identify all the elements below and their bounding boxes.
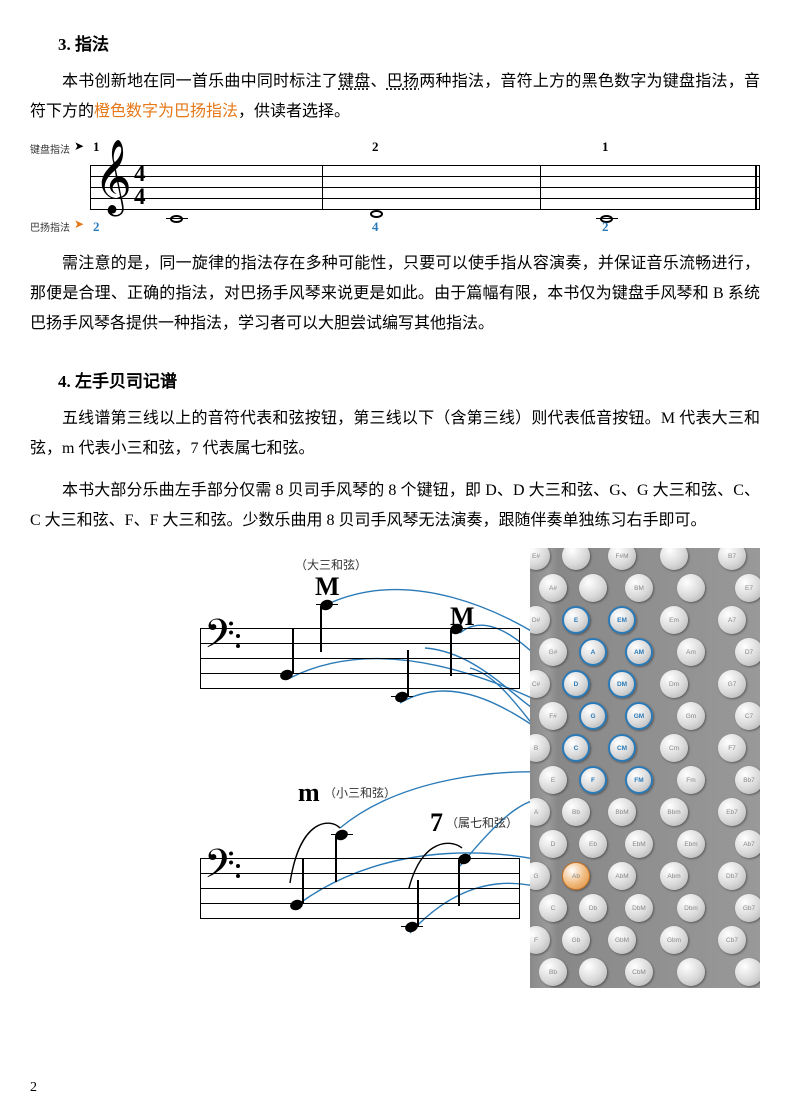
- bass-button: DbM: [625, 894, 653, 922]
- bass-button: Bbm: [660, 798, 688, 826]
- bass-button: D: [539, 830, 567, 858]
- bass-button: Bb7: [735, 766, 760, 794]
- bass-button: Gb: [562, 926, 590, 954]
- keyboard-fingering-number: 1: [93, 139, 100, 155]
- bass-button: C#: [530, 670, 550, 698]
- bass-button: [579, 958, 607, 986]
- keyboard-fingering-number: 1: [602, 139, 609, 155]
- bass-button: Dbm: [677, 894, 705, 922]
- bass-button: E: [562, 606, 590, 634]
- bass-button: B7: [718, 548, 746, 570]
- time-signature: 44: [134, 162, 146, 208]
- bass-button: E7: [735, 574, 760, 602]
- bayang-fingering-number: 2: [602, 219, 609, 235]
- bass-button: A#: [539, 574, 567, 602]
- bass-button: Eb: [579, 830, 607, 858]
- bass-button: A: [530, 798, 550, 826]
- bass-button: D#: [530, 606, 550, 634]
- whole-note: [370, 210, 383, 218]
- bass-button: F#: [539, 702, 567, 730]
- bass-button: A: [579, 638, 607, 666]
- bass-button: GbM: [608, 926, 636, 954]
- bass-button: Ab: [562, 862, 590, 890]
- bass-button: Gbm: [660, 926, 688, 954]
- upper-bass-staff: 𝄢: [200, 628, 520, 688]
- bass-button: Gb7: [735, 894, 760, 922]
- bass-button: Ebm: [677, 830, 705, 858]
- bass-button: Fm: [677, 766, 705, 794]
- bass-button: [579, 574, 607, 602]
- section3-header: 3. 指法: [30, 30, 760, 55]
- bass-button-board: E# F#M B7 A# BM E7 D# E EM Em A7 G# A AM Am D7 C# D DM Dm G7…: [530, 548, 760, 988]
- bass-button: Cb7: [718, 926, 746, 954]
- section3-p2: 需注意的是，同一旋律的指法存在多种可能性，只要可以使手指从容演奏，并保证音乐流畅…: [30, 249, 760, 339]
- bass-button: [677, 958, 705, 986]
- bayang-fingering-number: 2: [93, 219, 100, 235]
- section4-p2: 本书大部分乐曲左手部分仅需 8 贝司手风琴的 8 个键钮，即 D、D 大三和弦、…: [30, 476, 760, 536]
- bass-button: G7: [718, 670, 746, 698]
- bass-button: [677, 574, 705, 602]
- treble-clef-icon: 𝄞: [94, 155, 132, 199]
- bass-button: C: [539, 894, 567, 922]
- bass-button: Db: [579, 894, 607, 922]
- bass-button: AM: [625, 638, 653, 666]
- bass-button: Bb: [562, 798, 590, 826]
- bass-button: Eb7: [718, 798, 746, 826]
- bass-button: FM: [625, 766, 653, 794]
- chord-M-label: M: [315, 572, 340, 602]
- section4-header: 4. 左手贝司记谱: [30, 367, 760, 392]
- bass-button: [562, 548, 590, 570]
- section4-p1: 五线谱第三线以上的音符代表和弦按钮，第三线以下（含第三线）则代表低音按钮。M 代…: [30, 404, 760, 464]
- bass-button: EM: [608, 606, 636, 634]
- bass-button: GM: [625, 702, 653, 730]
- bass-button: Em: [660, 606, 688, 634]
- bayang-fingering-number: 4: [372, 219, 379, 235]
- bass-button: AbM: [608, 862, 636, 890]
- bass-button: Cm: [660, 734, 688, 762]
- keyboard-fingering-label: 键盘指法: [30, 141, 70, 156]
- bass-button: F: [530, 926, 550, 954]
- bass-notation-diagram: （大三和弦） M M 𝄢 m （小三和弦） 7 （属七和弦）: [30, 548, 760, 988]
- bass-button: Abm: [660, 862, 688, 890]
- whole-note: [170, 215, 183, 223]
- bass-button: BbM: [608, 798, 636, 826]
- bass-button: B: [530, 734, 550, 762]
- staff-lines: 𝄞 44: [90, 165, 760, 209]
- bass-button: A7: [718, 606, 746, 634]
- bass-button: E: [539, 766, 567, 794]
- bass-button: G#: [539, 638, 567, 666]
- bass-button: Am: [677, 638, 705, 666]
- bass-button: Ab7: [735, 830, 760, 858]
- fingering-staff-diagram: 键盘指法 ➤ 巴扬指法 ➤ 𝄞 44 1 2 1 2 4 2: [30, 139, 760, 233]
- bass-button: Dm: [660, 670, 688, 698]
- bass-button: DM: [608, 670, 636, 698]
- bass-button: G: [530, 862, 550, 890]
- bass-button: [735, 958, 760, 986]
- page-number: 2: [30, 1080, 37, 1096]
- bass-button: G: [579, 702, 607, 730]
- bass-button: F7: [718, 734, 746, 762]
- bass-button: Db7: [718, 862, 746, 890]
- bass-button: CM: [608, 734, 636, 762]
- section3-p1: 本书创新地在同一首乐曲中同时标注了键盘、巴扬两种指法，音符上方的黑色数字为键盘指…: [30, 67, 760, 127]
- bass-clef-icon: 𝄢: [204, 612, 235, 668]
- bass-button: BM: [625, 574, 653, 602]
- bass-button: Gm: [677, 702, 705, 730]
- bass-button: [660, 548, 688, 570]
- bass-button: F: [579, 766, 607, 794]
- bass-button: EbM: [625, 830, 653, 858]
- bass-button: CbM: [625, 958, 653, 986]
- major-chord-cn-label: （大三和弦）: [295, 556, 367, 573]
- bayang-fingering-label: 巴扬指法: [30, 219, 70, 234]
- bass-button: C7: [735, 702, 760, 730]
- bass-button: D7: [735, 638, 760, 666]
- keyboard-fingering-number: 2: [372, 139, 379, 155]
- bass-button: E#: [530, 548, 550, 570]
- bass-button: C: [562, 734, 590, 762]
- bass-button: D: [562, 670, 590, 698]
- bass-button: Bb: [539, 958, 567, 986]
- slur-curves: [200, 768, 520, 888]
- bass-button: F#M: [608, 548, 636, 570]
